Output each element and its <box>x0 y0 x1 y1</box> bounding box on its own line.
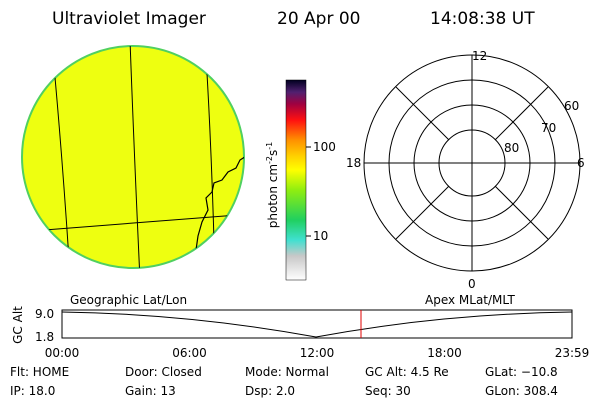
lat-label: 60 <box>564 99 579 113</box>
altitude-y-label: 1.8 <box>35 330 54 344</box>
colorbar-tick-label: 10 <box>313 229 328 243</box>
panel-label: Apex MLat/MLT <box>425 293 515 307</box>
label-exp: -1 <box>265 142 274 150</box>
panel-label: Geographic Lat/Lon <box>70 293 187 307</box>
colorbar <box>285 79 307 281</box>
label-base: photon cm <box>266 164 280 228</box>
label-exp: -2 <box>265 156 274 164</box>
time-label: 12:00 <box>300 346 335 360</box>
status-field: Dsp: 2.0 <box>245 384 295 398</box>
time-label: 23:59 <box>555 346 590 360</box>
lat-label: 70 <box>541 121 556 135</box>
status-field: Door: Closed <box>125 365 202 379</box>
altitude-plot <box>61 309 573 339</box>
date: 20 Apr 00 <box>277 9 360 29</box>
altitude-curve <box>61 311 573 338</box>
status-field: Mode: Normal <box>245 365 329 379</box>
mlt-label: 0 <box>468 277 476 291</box>
status-field: GLon: 308.4 <box>485 384 558 398</box>
colorbar-tick-label: 100 <box>313 140 336 154</box>
status-field: Seq: 30 <box>365 384 411 398</box>
title: Ultraviolet Imager <box>52 9 206 29</box>
earth-image <box>21 45 245 269</box>
mlt-label: 18 <box>346 156 361 170</box>
label-unit: s <box>266 150 280 156</box>
altitude-axis-label: GC Alt <box>11 306 25 344</box>
lat-label: 80 <box>504 141 519 155</box>
status-field: Flt: HOME <box>10 365 69 379</box>
status-field: Gain: 13 <box>125 384 176 398</box>
time-label: 06:00 <box>172 346 207 360</box>
mlt-label: 12 <box>472 49 487 63</box>
time-label: 18:00 <box>427 346 462 360</box>
status-field: GLat: −10.8 <box>485 365 558 379</box>
altitude-y-label: 9.0 <box>35 307 54 321</box>
time-label: 00:00 <box>45 346 80 360</box>
status-field: GC Alt: 4.5 Re <box>365 365 449 379</box>
colorbar-label: photon cm-2s-1 <box>265 142 280 229</box>
time: 14:08:38 UT <box>430 9 535 29</box>
mlt-label: 6 <box>577 156 585 170</box>
polar-grid <box>363 54 581 272</box>
status-field: IP: 18.0 <box>10 384 55 398</box>
